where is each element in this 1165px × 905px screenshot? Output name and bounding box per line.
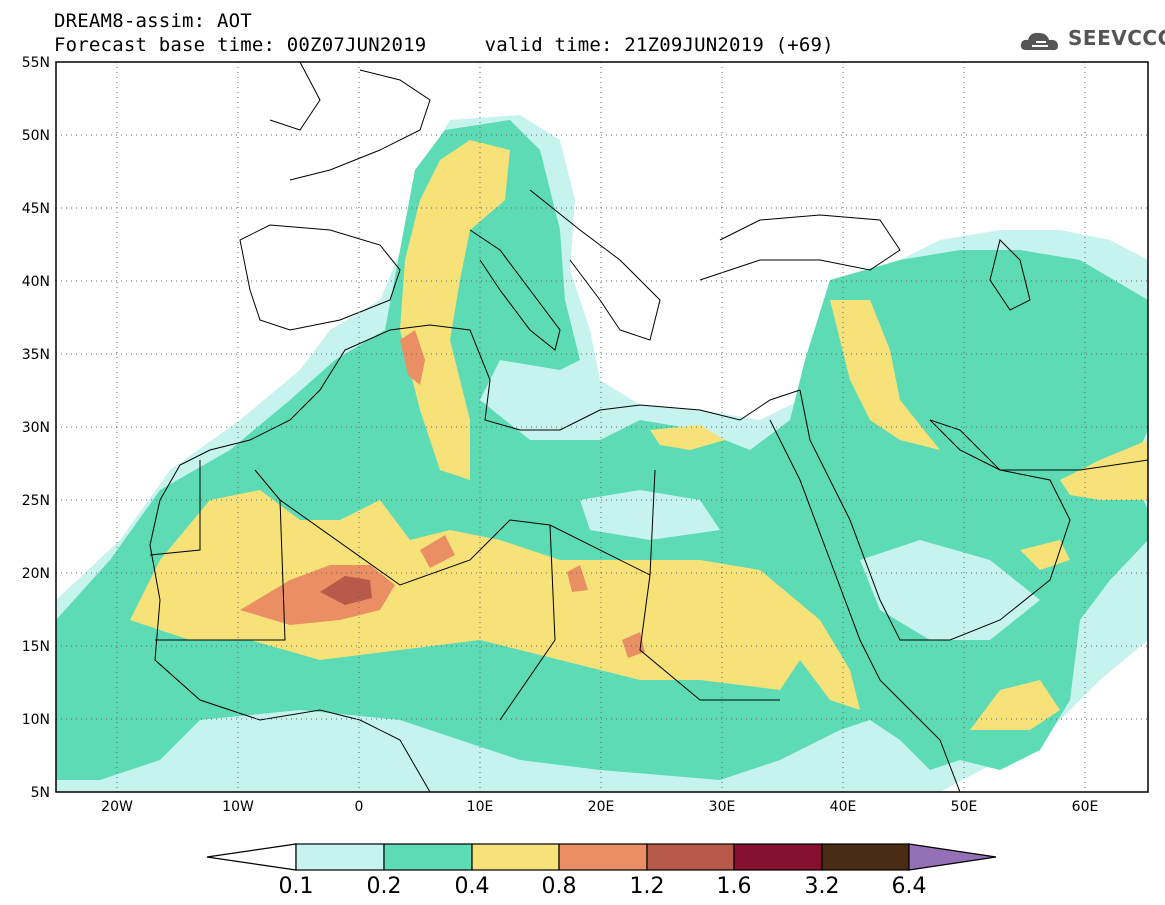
colorbar-swatch-2 bbox=[383, 843, 473, 871]
colorbar-label-1: 0.2 bbox=[367, 874, 402, 899]
coastline-africa-south bbox=[149, 544, 431, 792]
colorbar-labels: 0.1 0.2 0.4 0.8 1.2 1.6 3.2 6.4 bbox=[279, 874, 927, 899]
aot-band-05 bbox=[130, 490, 860, 710]
map-title: DREAM8-assim: AOT bbox=[54, 10, 252, 32]
logo-text: SEEVCCC bbox=[1068, 26, 1165, 50]
cloud-icon bbox=[1020, 32, 1058, 51]
coastline-france-uk bbox=[269, 62, 431, 181]
coastline-iberia bbox=[239, 224, 401, 331]
lat-label-20n: 20N bbox=[22, 566, 50, 582]
colorbar-swatch-4 bbox=[558, 843, 648, 871]
colorbar-swatch-7 bbox=[821, 843, 910, 871]
colorbar-swatch-0 bbox=[206, 843, 297, 871]
lon-label-20w: 20W bbox=[101, 799, 133, 815]
coastline-gulf bbox=[929, 419, 1148, 471]
lat-label-25n: 25N bbox=[22, 493, 50, 509]
map-gridlines bbox=[56, 62, 1148, 792]
lat-label-55n: 55N bbox=[22, 55, 50, 71]
colorbar-label-4: 1.2 bbox=[630, 874, 665, 899]
colorbar-label-2: 0.4 bbox=[455, 874, 490, 899]
colorbar-swatch-5 bbox=[646, 843, 735, 871]
lon-label-40e: 40E bbox=[830, 799, 857, 815]
aot-band-06 bbox=[400, 140, 510, 480]
colorbar-label-3: 0.8 bbox=[542, 874, 577, 899]
coastlines bbox=[149, 62, 1148, 792]
lon-label-50e: 50E bbox=[951, 799, 978, 815]
lat-axis: 55N 50N 45N 40N 35N 30N 25N 20N 15N 10N … bbox=[22, 55, 50, 801]
colorbar-swatch-6 bbox=[733, 843, 823, 871]
coastline-turkey-black-sea bbox=[699, 214, 901, 281]
aot-band-07 bbox=[830, 300, 940, 450]
lon-label-60e: 60E bbox=[1072, 799, 1099, 815]
colorbar-swatch-3 bbox=[471, 843, 560, 871]
colorbar bbox=[206, 843, 997, 871]
lat-label-45n: 45N bbox=[22, 201, 50, 217]
colorbar-label-0: 0.1 bbox=[279, 874, 314, 899]
coastline-caspian bbox=[989, 239, 1031, 311]
coastline-red-sea bbox=[769, 419, 961, 792]
aot-band-11 bbox=[650, 425, 725, 450]
aot-band-14 bbox=[420, 535, 455, 568]
lon-label-10e: 10E bbox=[467, 799, 494, 815]
aot-band-16 bbox=[622, 632, 645, 658]
aot-band-09 bbox=[970, 680, 1060, 730]
lat-label-35n: 35N bbox=[22, 347, 50, 363]
colorbar-swatch-1 bbox=[295, 843, 385, 871]
lon-label-0: 0 bbox=[355, 799, 364, 815]
lat-label-5n: 5N bbox=[31, 785, 50, 801]
lon-label-10w: 10W bbox=[222, 799, 254, 815]
lon-label-30e: 30E bbox=[709, 799, 736, 815]
aot-band-15 bbox=[567, 565, 588, 592]
lon-label-20e: 20E bbox=[588, 799, 615, 815]
aot-field bbox=[56, 115, 1148, 792]
borders-sahara bbox=[149, 460, 780, 721]
aot-band-13 bbox=[400, 330, 425, 385]
aot-band-10 bbox=[1020, 540, 1070, 570]
coastline-balkans-greece bbox=[529, 189, 661, 341]
aot-band-04 bbox=[580, 490, 720, 540]
lat-label-50n: 50N bbox=[22, 128, 50, 144]
coastline-italy bbox=[469, 229, 561, 351]
colorbar-swatch-8 bbox=[908, 843, 997, 871]
colorbar-label-5: 1.6 bbox=[717, 874, 752, 899]
lat-label-30n: 30N bbox=[22, 420, 50, 436]
lat-label-40n: 40N bbox=[22, 274, 50, 290]
map-frame bbox=[55, 61, 1149, 793]
aot-band-03 bbox=[860, 540, 1040, 640]
forecast-time-subtitle: Forecast base time: 00Z07JUN2019 valid t… bbox=[54, 34, 834, 56]
lat-label-10n: 10N bbox=[22, 712, 50, 728]
lat-label-15n: 15N bbox=[22, 639, 50, 655]
aot-band-08 bbox=[1060, 440, 1148, 500]
lon-axis: 20W 10W 0 10E 20E 30E 40E 50E 60E bbox=[101, 799, 1098, 815]
colorbar-label-6: 3.2 bbox=[805, 874, 840, 899]
coastline-africa-west bbox=[149, 324, 801, 546]
colorbar-label-7: 6.4 bbox=[892, 874, 927, 899]
